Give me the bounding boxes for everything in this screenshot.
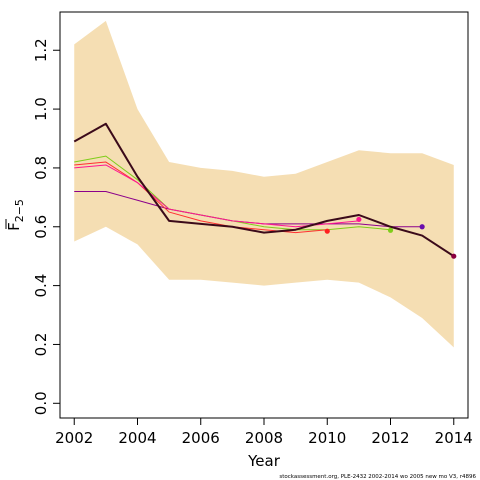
confidence-band xyxy=(74,20,454,348)
y-tick-label-0.2: 0.2 xyxy=(32,333,50,357)
x-tick-label-2006: 2006 xyxy=(182,429,220,447)
x-tick-label-2014: 2014 xyxy=(435,429,473,447)
y-axis: 0.0 0.2 0.4 0.6 0.8 1.0 1.2 xyxy=(32,38,60,415)
y-tick-label-0.6: 0.6 xyxy=(32,215,50,239)
confidence-band-layer xyxy=(74,20,454,348)
y-axis-title-main: F xyxy=(5,222,23,231)
endpoint-dot-2012 xyxy=(387,227,394,233)
x-tick-label-2012: 2012 xyxy=(371,429,409,447)
y-tick-label-0.8: 0.8 xyxy=(32,156,50,180)
svg-text:F2−5: F2−5 xyxy=(5,199,26,231)
x-tick-label-2004: 2004 xyxy=(118,429,156,447)
series-line-5 xyxy=(73,122,455,258)
y-tick-label-0.4: 0.4 xyxy=(32,274,50,298)
x-axis: 2002 2004 2006 2008 2010 2012 2014 xyxy=(55,418,473,447)
endpoint-dot-2010 xyxy=(324,228,330,234)
y-tick-label-0.0: 0.0 xyxy=(32,391,50,415)
x-tick-label-2008: 2008 xyxy=(245,429,283,447)
y-axis-title: F2−5 xyxy=(5,199,26,231)
y-tick-label-1.0: 1.0 xyxy=(32,97,50,121)
endpoint-dot-2013 xyxy=(419,224,425,230)
x-tick-label-2010: 2010 xyxy=(308,429,346,447)
y-axis-title-subscript: 2−5 xyxy=(13,199,26,222)
endpoint-dot-2011 xyxy=(356,216,362,223)
y-tick-label-1.2: 1.2 xyxy=(32,38,50,62)
x-tick-label-2002: 2002 xyxy=(55,429,93,447)
endpoint-dot-2014 xyxy=(451,253,457,259)
x-axis-title: Year xyxy=(247,452,281,470)
endpoint-layer xyxy=(324,216,457,259)
footnote: stockassessment.org, PLE-2432 2002-2014 … xyxy=(279,474,476,480)
series-layer xyxy=(73,122,455,258)
